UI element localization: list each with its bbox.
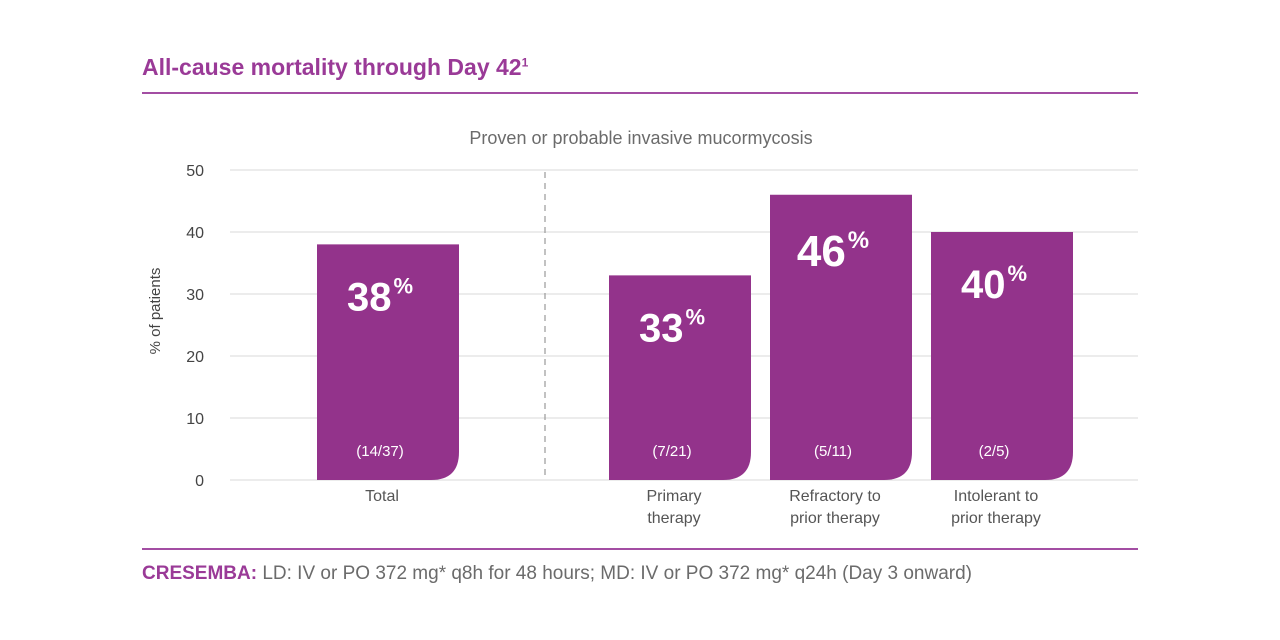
footer-dosing-text: LD: IV or PO 372 mg* q8h for 48 hours; M… <box>257 563 973 584</box>
bar-value-number-1: 33 <box>639 306 684 350</box>
y-tick-label-30: 30 <box>186 287 204 304</box>
x-category-label-2-1: prior therapy <box>790 510 880 527</box>
bar-fraction-label-1: (7/21) <box>652 443 691 460</box>
chart-title-text: All-cause mortality through Day 42 <box>142 54 522 80</box>
bar-value-label-3: 40% <box>961 261 1027 307</box>
x-category-label-3-1: prior therapy <box>951 510 1041 527</box>
bar-value-label-0: 38% <box>347 273 413 319</box>
bar-2 <box>770 194 912 481</box>
x-category-label-2-0: Refractory to <box>789 488 881 505</box>
bar-value-percent-0: % <box>393 273 413 298</box>
x-category-label-3-0: Intolerant to <box>954 488 1039 505</box>
bar-value-percent-3: % <box>1007 261 1027 286</box>
bar-fraction-label-0: (14/37) <box>356 443 404 460</box>
bar-value-label-1: 33% <box>639 304 705 350</box>
footer-brand: CRESEMBA: <box>142 563 258 584</box>
bar-1 <box>609 275 751 480</box>
dosing-footer: CRESEMBA: LD: IV or PO 372 mg* q8h for 4… <box>142 563 972 585</box>
title-divider <box>142 92 1138 94</box>
bar-3 <box>931 232 1073 480</box>
y-tick-label-40: 40 <box>186 225 204 242</box>
y-axis-label: % of patients <box>147 268 164 355</box>
y-tick-label-0: 0 <box>195 473 204 490</box>
chart-subtitle: Proven or probable invasive mucormycosis <box>469 128 812 148</box>
y-tick-label-10: 10 <box>186 411 204 428</box>
chart-title: All-cause mortality through Day 421 <box>142 54 528 81</box>
y-tick-label-20: 20 <box>186 349 204 366</box>
title-footnote-marker: 1 <box>521 55 529 70</box>
bar-value-label-2: 46% <box>797 227 869 276</box>
bar-value-percent-1: % <box>685 304 705 329</box>
bar-value-percent-2: % <box>848 227 869 254</box>
x-category-label-1-1: therapy <box>647 510 700 527</box>
bar-value-number-3: 40 <box>961 263 1006 307</box>
footer-divider <box>142 548 1138 550</box>
x-category-label-1-0: Primary <box>646 488 701 505</box>
bar-fraction-label-2: (5/11) <box>814 443 852 460</box>
bar-fraction-label-3: (2/5) <box>979 443 1010 460</box>
x-category-label-0-0: Total <box>365 488 399 505</box>
bar-value-number-0: 38 <box>347 275 392 319</box>
y-tick-label-50: 50 <box>186 163 204 180</box>
bar-0 <box>317 244 459 480</box>
bar-value-number-2: 46 <box>797 227 846 276</box>
